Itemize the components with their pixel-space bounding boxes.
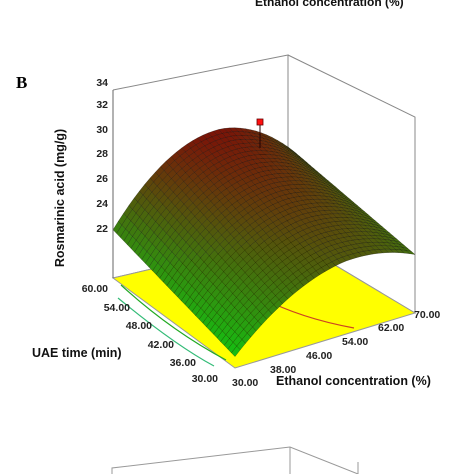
design-point	[256, 118, 264, 148]
y-axis: 30.00 36.00 42.00 48.00 54.00 60.00	[82, 283, 218, 385]
z-tick: 34	[96, 77, 108, 89]
surface-cell	[405, 250, 416, 255]
z-tick: 30	[96, 124, 108, 136]
z-tick: 28	[96, 148, 108, 160]
z-tick: 24	[96, 198, 108, 210]
floor-contour-1	[120, 284, 227, 361]
floor-contour-2	[117, 297, 215, 367]
y-tick: 54.00	[104, 302, 130, 314]
design-point-marker	[256, 118, 264, 126]
y-tick: 36.00	[170, 357, 196, 369]
x-axis-label: Ethanol concentration (%)	[276, 374, 431, 388]
x-tick: 38.00	[270, 364, 296, 376]
y-tick: 30.00	[192, 373, 218, 385]
x-axis: 30.00 38.00 46.00 54.00 62.00 70.00	[232, 309, 440, 389]
z-tick: 26	[96, 173, 108, 185]
panel-letter: B	[16, 73, 27, 92]
next-panel-box	[111, 446, 359, 474]
z-axis-label: Rosmarinic acid (mg/g)	[53, 129, 67, 267]
z-axis: 22 24 26 28 30 32 34	[96, 77, 114, 278]
x-tick: 30.00	[232, 377, 258, 389]
y-axis-label: UAE time (min)	[32, 346, 122, 360]
x-tick: 70.00	[414, 309, 440, 321]
y-tick: 48.00	[126, 320, 152, 332]
y-tick: 60.00	[82, 283, 108, 295]
x-tick: 54.00	[342, 336, 368, 348]
y-tick: 42.00	[148, 339, 174, 351]
next-panel-edges	[111, 446, 359, 474]
z-tick: 32	[96, 99, 108, 111]
x-tick: 46.00	[306, 350, 332, 362]
response-surface	[112, 127, 416, 357]
z-tick: 22	[96, 223, 108, 235]
x-tick: 62.00	[378, 322, 404, 334]
top-cut-xlabel: Ethanol concentration (%)	[255, 0, 404, 9]
